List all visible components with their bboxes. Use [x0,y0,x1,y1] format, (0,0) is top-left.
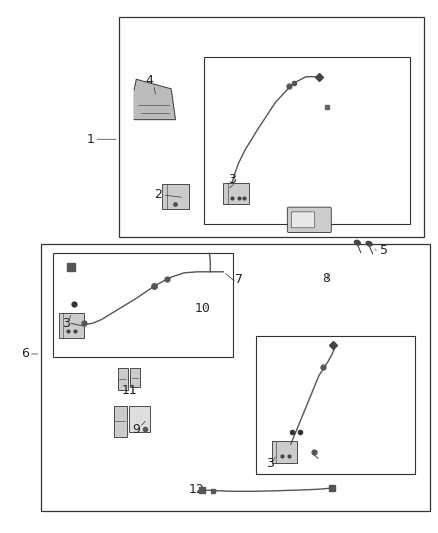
FancyBboxPatch shape [287,207,331,232]
Bar [118,368,127,390]
Bar [223,183,249,204]
Ellipse shape [366,241,372,246]
Text: 9: 9 [132,423,140,436]
Bar [129,407,150,432]
Bar [59,313,84,338]
Bar [256,336,415,474]
Text: 2: 2 [154,189,162,201]
Text: 1: 1 [87,133,95,146]
Text: 6: 6 [21,348,29,360]
Text: 8: 8 [321,272,330,285]
Text: 3: 3 [228,173,236,185]
Text: 4: 4 [145,75,153,87]
FancyBboxPatch shape [291,212,315,228]
Text: 10: 10 [194,302,210,316]
Bar [114,407,127,437]
Bar [119,17,424,237]
Text: 7: 7 [235,273,243,286]
Text: 11: 11 [122,384,138,397]
Bar [53,253,233,357]
Bar [41,244,430,512]
Text: 5: 5 [380,244,389,257]
Ellipse shape [354,240,360,245]
Polygon shape [134,79,176,119]
Text: 3: 3 [62,317,70,330]
Bar [272,441,297,463]
Bar [204,57,410,224]
Bar [130,368,140,387]
Text: 12: 12 [188,483,204,496]
Text: 3: 3 [266,457,274,470]
Bar [162,184,188,209]
